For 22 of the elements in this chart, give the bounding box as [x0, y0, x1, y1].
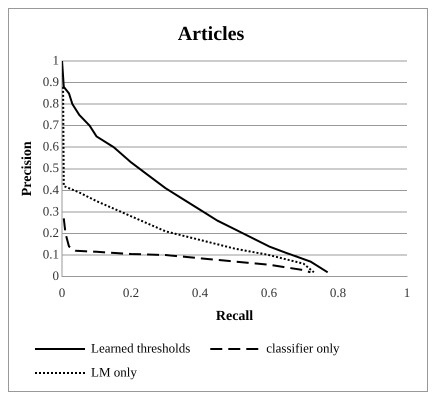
y-tick-label: 0.9: [42, 74, 60, 89]
legend-label: LM only: [91, 364, 138, 380]
y-tick-label: 0.3: [42, 203, 60, 218]
y-tick-label: 0.8: [42, 96, 60, 111]
x-tick-label: 0.2: [122, 284, 140, 300]
x-axis-title: Recall: [216, 309, 254, 324]
chart-title: Articles: [178, 23, 245, 46]
x-tick-label: 0.8: [330, 284, 346, 300]
y-tick-label: 0.7: [42, 117, 60, 132]
y-tick-label: 0.1: [42, 246, 60, 262]
legend-label: Learned thresholds: [91, 340, 190, 356]
x-tick-label: 1: [404, 284, 410, 300]
y-axis-title: Precision: [20, 141, 36, 196]
y-tick-label: 0.5: [42, 160, 60, 176]
y-tick-label: 0.6: [42, 138, 60, 154]
y-tick-label: 1: [52, 52, 60, 68]
legend-label: classifier only: [266, 340, 340, 356]
y-tick-label: 0: [52, 268, 60, 284]
x-tick-label: 0.4: [192, 284, 209, 300]
y-tick-label: 0.4: [42, 182, 60, 197]
x-tick-label: 0.6: [260, 284, 278, 300]
y-tick-label: 0.2: [42, 224, 60, 240]
